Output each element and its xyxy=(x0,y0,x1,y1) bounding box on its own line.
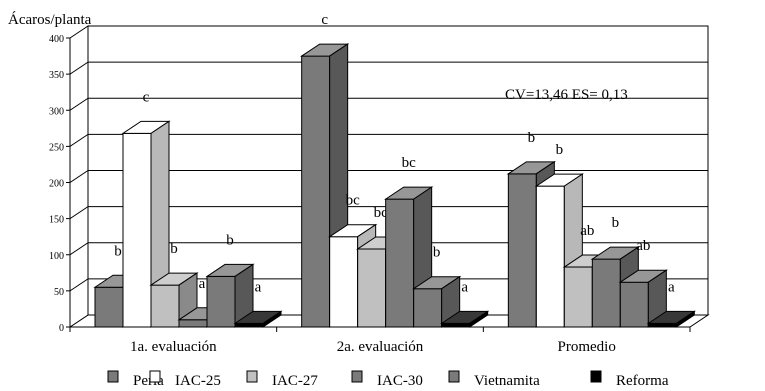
bar-letter-label: a xyxy=(461,279,468,295)
legend-swatch xyxy=(149,370,161,383)
bar xyxy=(440,310,490,328)
legend-swatch xyxy=(246,370,258,383)
y-tick-label: 350 xyxy=(49,70,64,81)
y-tick-label: 0 xyxy=(59,323,64,334)
gridline-side xyxy=(69,242,89,256)
legend: Perla IAC-25 IAC-27 IAC-30 Vietnamita Reforma xyxy=(107,370,669,389)
legend-swatch xyxy=(448,370,460,383)
legend-item: IAC-27 xyxy=(246,370,318,389)
bar-front xyxy=(535,185,565,328)
bar-letter-label: b xyxy=(612,215,620,231)
y-tick-label: 250 xyxy=(49,142,64,153)
bar-side xyxy=(675,310,695,328)
legend-swatch xyxy=(590,370,602,383)
x-tick-label: 1a. evaluación xyxy=(130,339,217,355)
legend-swatch xyxy=(351,370,363,383)
y-tick-label: 100 xyxy=(49,251,64,262)
gridline-side xyxy=(69,61,89,75)
bar xyxy=(646,310,696,328)
legend-label: Reforma xyxy=(616,373,669,389)
bar-front xyxy=(122,132,152,328)
legend-label: Vietnamita xyxy=(474,373,540,389)
x-tick-label: Promedio xyxy=(557,339,615,355)
gridline-side xyxy=(69,170,89,183)
bar-letter-label: b xyxy=(170,241,178,257)
y-tick-label: 50 xyxy=(54,287,64,298)
y-tick-label: 150 xyxy=(49,215,64,226)
bar-letter-label: b xyxy=(528,130,536,146)
bar-letter-label: c xyxy=(321,12,328,28)
bar-letter-label: a xyxy=(255,279,262,295)
bar-letter-label: bc xyxy=(402,155,417,171)
bar-side xyxy=(262,310,282,328)
bar-front xyxy=(301,55,331,328)
bar-front xyxy=(329,236,359,328)
y-axis-label: Ácaros/planta xyxy=(8,11,92,28)
legend-label: IAC-25 xyxy=(175,373,221,389)
bar-front xyxy=(178,319,208,328)
gridline-side xyxy=(69,97,89,111)
y-tick-label: 300 xyxy=(49,106,64,117)
bar-letter-label: a xyxy=(199,276,206,292)
legend-item: Vietnamita xyxy=(448,370,540,389)
chart-annotation: CV=13,46 ES= 0,13 xyxy=(505,87,628,103)
bar-letter-label: b xyxy=(433,245,441,261)
bar-front xyxy=(441,322,471,328)
x-tick-label: 2a. evaluación xyxy=(337,339,424,355)
bar xyxy=(205,263,255,328)
bar-front xyxy=(206,275,236,328)
bar-letter-label: bc xyxy=(374,205,389,221)
bar-front xyxy=(413,288,443,328)
legend-item: IAC-25 xyxy=(149,370,221,389)
bar-front xyxy=(357,248,387,328)
bar-letter-label: ab xyxy=(580,223,594,239)
bar xyxy=(233,310,283,328)
legend-swatch xyxy=(107,370,119,383)
gridline-side xyxy=(69,206,89,220)
bar xyxy=(149,272,199,328)
bar-front xyxy=(563,266,593,328)
bar-front xyxy=(385,198,415,328)
bar-letter-label: ab xyxy=(636,238,650,254)
bar xyxy=(618,269,668,328)
gridline-side xyxy=(69,133,89,147)
bar-letter-label: b xyxy=(226,232,234,248)
legend-item: IAC-30 xyxy=(351,370,423,389)
bar-front xyxy=(647,322,677,328)
bar-letter-label: a xyxy=(668,279,675,295)
gridline-side xyxy=(69,278,89,292)
legend-label: IAC-30 xyxy=(377,373,423,389)
bar-letter-label: bc xyxy=(346,193,361,209)
bar-side xyxy=(469,310,489,328)
y-tick-label: 200 xyxy=(49,179,64,190)
bar-letter-label: c xyxy=(143,89,150,105)
bar-front xyxy=(619,281,649,328)
bar-letter-label: b xyxy=(114,243,122,259)
y-tick-label: 400 xyxy=(49,34,64,45)
bar-front xyxy=(94,286,124,328)
legend-label: IAC-27 xyxy=(272,373,318,389)
bar-front xyxy=(591,258,621,328)
bar-front xyxy=(150,284,180,328)
bar-front xyxy=(234,322,264,328)
bar-letter-label: b xyxy=(556,142,564,158)
bar-front xyxy=(507,173,537,328)
legend-item: Reforma xyxy=(590,370,669,389)
